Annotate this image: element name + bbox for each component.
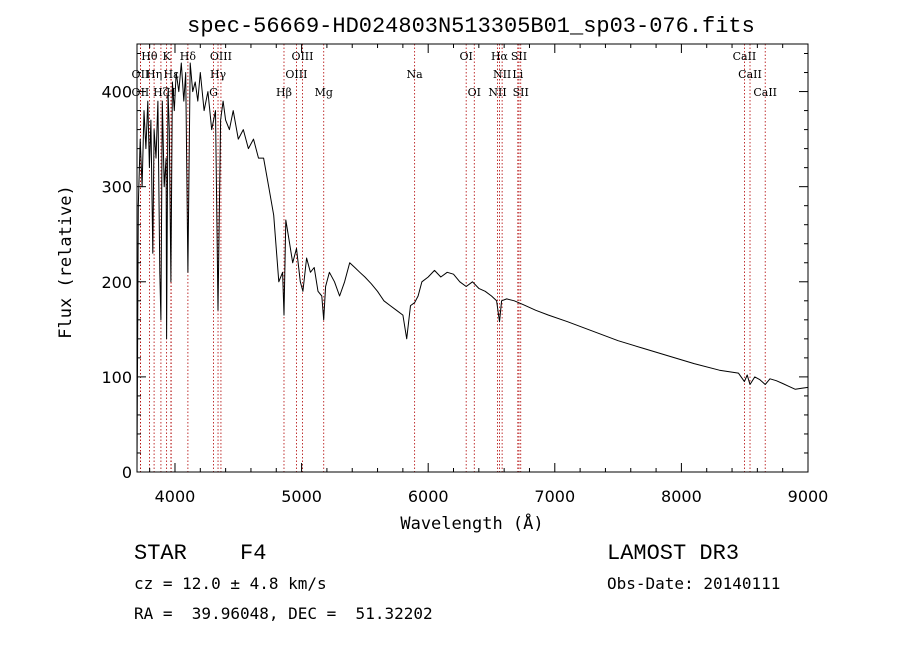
line-label-12: Hγ [210, 68, 227, 81]
line-label-11: Hε [164, 68, 180, 81]
line-label-0: Hθ [141, 50, 158, 63]
line-label-4: OIII [291, 50, 313, 63]
line-label-10: Hη [146, 68, 162, 81]
x-tick-label-2: 6000 [408, 487, 449, 506]
line-label-17: CaII [738, 68, 762, 81]
y-tick-label-3: 300 [101, 178, 132, 197]
line-label-3: OIII [210, 50, 232, 63]
line-label-7: SII [511, 50, 527, 63]
line-label-2: Hδ [180, 50, 197, 63]
x-axis-label: Wavelength (Å) [400, 512, 543, 534]
y-tick-label-2: 200 [101, 273, 132, 292]
line-label-24: OI [468, 86, 481, 99]
x-tick-label-1: 5000 [281, 487, 322, 506]
y-axis-label: Flux (relative) [56, 185, 76, 339]
line-label-5: OI [459, 50, 472, 63]
plot-frame [136, 43, 809, 473]
chart-title: spec-56669-HD024803N513305B01_sp03-076.f… [187, 14, 755, 39]
flux-line-0 [136, 62, 809, 468]
coordinates: RA = 39.96048, DEC = 51.32202 [134, 604, 433, 623]
x-tick-label-0: 4000 [155, 487, 196, 506]
x-tick-label-5: 9000 [788, 487, 829, 506]
observation-date: Obs-Date: 20140111 [607, 574, 781, 593]
line-label-20: H [166, 86, 176, 99]
y-tick-label-1: 100 [101, 368, 132, 387]
line-label-27: CaII [753, 86, 777, 99]
y-tick-label-0: 0 [122, 463, 132, 482]
line-label-13: OIII [285, 68, 307, 81]
line-label-26: SII [513, 86, 529, 99]
line-label-16: Li [512, 68, 523, 81]
survey-name: LAMOST DR3 [607, 541, 740, 566]
spectral-line-markers [140, 44, 766, 472]
line-label-22: Hβ [276, 86, 292, 99]
line-label-9: OII [132, 68, 150, 81]
line-label-19: Hζ [153, 86, 169, 99]
line-label-14: Na [407, 68, 424, 81]
line-label-25: NII [488, 86, 506, 99]
line-label-23: Mg [315, 86, 333, 99]
x-tick-label-4: 8000 [661, 487, 702, 506]
y-tick-label-4: 400 [101, 83, 132, 102]
line-label-6: Hα [491, 50, 509, 63]
object-class: STAR [134, 541, 187, 566]
line-label-15: NII [493, 68, 511, 81]
object-subclass: F4 [240, 541, 267, 566]
x-axis: 4000 5000 6000 7000 8000 9000 [149, 44, 829, 506]
line-label-8: CaII [733, 50, 757, 63]
line-label-21: G [209, 86, 218, 99]
line-label-18: OII [132, 86, 150, 99]
redshift-line: cz = 12.0 ± 4.8 km/s [134, 574, 327, 593]
y-axis: 0 100 200 300 400 [101, 53, 808, 482]
x-tick-label-3: 7000 [534, 487, 575, 506]
flux-series [136, 62, 809, 468]
line-label-1: K [163, 50, 172, 63]
